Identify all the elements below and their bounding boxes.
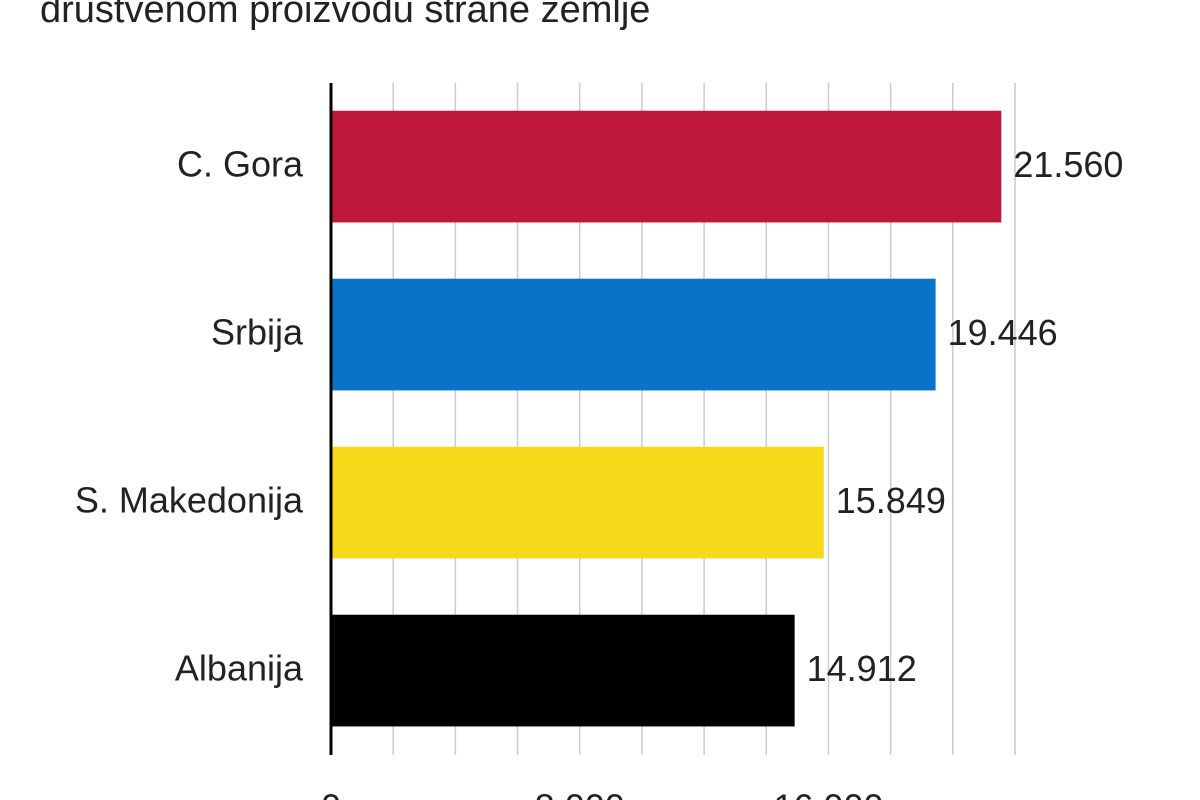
y-tick-label: Srbija <box>211 312 304 353</box>
y-tick-label: C. Gora <box>177 144 304 185</box>
chart-title: društvenom proizvodu strane zemlje <box>40 0 650 31</box>
x-tick-label: 16.000 <box>773 787 883 800</box>
data-label: 19.446 <box>948 312 1058 353</box>
x-tick-label: 0 <box>321 787 341 800</box>
data-label: 14.912 <box>807 648 917 689</box>
data-label: 15.849 <box>836 480 946 521</box>
bar <box>331 110 1002 223</box>
data-label: 21.560 <box>1013 144 1123 185</box>
bar <box>331 446 824 559</box>
bar <box>331 278 936 391</box>
y-tick-label: S. Makedonija <box>75 480 304 521</box>
bar <box>331 614 795 727</box>
y-tick-label: Albanija <box>175 648 304 689</box>
x-tick-label: 8.000 <box>535 787 625 800</box>
